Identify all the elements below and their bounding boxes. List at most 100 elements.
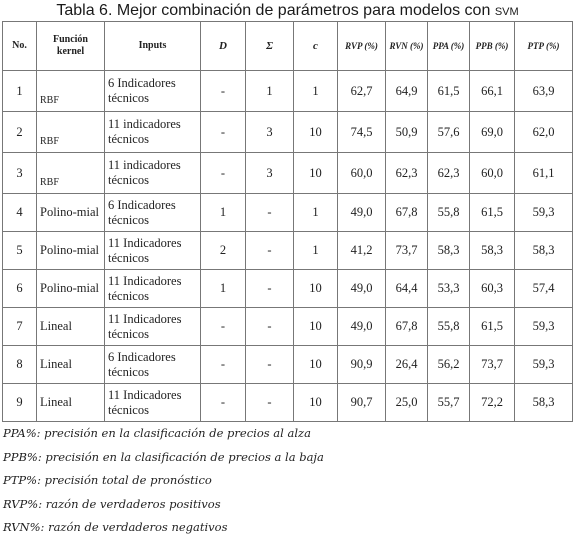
- cell-ptp: 57,4: [514, 269, 573, 308]
- cell-ppa: 55,7: [427, 383, 470, 422]
- cell-rvp: 49,0: [337, 193, 386, 232]
- cell-rvn: 26,4: [385, 345, 428, 384]
- definitions-list: PPA%: precisión en la clasificación de p…: [3, 423, 324, 541]
- cell-d: -: [200, 383, 246, 422]
- cell-rvn: 67,8: [385, 193, 428, 232]
- header-ppb: PPB (%): [469, 21, 515, 71]
- cell-c: 10: [293, 269, 338, 308]
- cell-sigma: -: [245, 231, 294, 270]
- cell-ptp: 63,9: [514, 70, 573, 112]
- header-rvn: RVN (%): [385, 21, 428, 71]
- header-rvp: RVP (%): [337, 21, 386, 71]
- header-c: c: [293, 21, 338, 71]
- cell-no: 6: [2, 269, 37, 308]
- cell-ppa: 56,2: [427, 345, 470, 384]
- cell-ppa: 61,5: [427, 70, 470, 112]
- cell-rvp: 90,9: [337, 345, 386, 384]
- cell-no: 2: [2, 111, 37, 153]
- cell-d: -: [200, 307, 246, 346]
- cell-kernel: Lineal: [36, 383, 105, 422]
- cell-inputs: 11 Indicadores técnicos: [104, 307, 201, 346]
- cell-no: 5: [2, 231, 37, 270]
- header-ptp: PTP (%): [514, 21, 573, 71]
- cell-ppb: 61,5: [469, 307, 515, 346]
- cell-rvp: 49,0: [337, 307, 386, 346]
- cell-ppa: 53,3: [427, 269, 470, 308]
- table-row: 6 Polino-mial 11 Indicadores técnicos 1-10 4…: [2, 269, 573, 308]
- table-row: 3 RBF 11 indicadores técnicos -3 10 60,0 62,3 6…: [2, 152, 573, 194]
- definition-ppb: PPB%: precisión en la clasificación de p…: [3, 449, 324, 464]
- cell-ppb: 61,5: [469, 193, 515, 232]
- cell-inputs: 11 Indicadores técnicos: [104, 383, 201, 422]
- cell-rvn: 67,8: [385, 307, 428, 346]
- cell-no: 7: [2, 307, 37, 346]
- cell-kernel: Lineal: [36, 345, 105, 384]
- cell-ppa: 55,8: [427, 193, 470, 232]
- definition-ptp: PTP%: precisión total de pronóstico: [3, 473, 212, 487]
- cell-sigma: 3: [245, 111, 294, 153]
- table-row: 1 RBF 6 Indicadores técnicos -1 1 62,7 64,9 61,…: [2, 70, 573, 112]
- cell-kernel: Polino-mial: [36, 231, 105, 270]
- cell-no: 4: [2, 193, 37, 232]
- table-caption: Tabla 6. Mejor combinación de parámetros…: [0, 2, 575, 20]
- cell-ptp: 58,3: [514, 231, 573, 270]
- definition-rvp: RVP%: razón de verdaderos positivos: [3, 496, 221, 511]
- cell-rvn: 50,9: [385, 111, 428, 153]
- table-row: 8 Lineal 6 Indicadores técnicos - -10 90,9 26,…: [2, 345, 573, 384]
- cell-ptp: 58,3: [514, 383, 573, 422]
- cell-sigma: -: [245, 345, 294, 384]
- cell-kernel: Polino-mial: [36, 269, 105, 308]
- table-row: 7 Lineal 11 Indicadores técnicos - -10 49,0 67…: [2, 307, 573, 346]
- cell-ppa: 62,3: [427, 152, 470, 194]
- cell-ppb: 58,3: [469, 231, 515, 270]
- caption-text: Tabla 6. Mejor combinación de parámetros…: [56, 2, 491, 19]
- cell-d: 1: [200, 269, 246, 308]
- cell-ptp: 62,0: [514, 111, 573, 153]
- cell-ptp: 59,3: [514, 345, 573, 384]
- table-row: 4 Polino-mial 6 Indicadores técnicos 1-1 49,…: [2, 193, 573, 232]
- cell-ptp: 61,1: [514, 152, 573, 194]
- cell-sigma: 3: [245, 152, 294, 194]
- cell-inputs: 11 indicadores técnicos: [104, 152, 201, 194]
- definition-rvn: RVN%: razón de verdaderos negativos: [3, 520, 228, 534]
- cell-ppa: 57,6: [427, 111, 470, 153]
- header-no: No.: [2, 21, 37, 71]
- cell-inputs: 11 Indicadores técnicos: [104, 269, 201, 308]
- cell-c: 10: [293, 152, 338, 194]
- cell-rvn: 25,0: [385, 383, 428, 422]
- cell-c: 10: [293, 307, 338, 346]
- cell-sigma: 1: [245, 70, 294, 112]
- cell-inputs: 6 Indicadores técnicos: [104, 70, 201, 112]
- cell-c: 1: [293, 70, 338, 112]
- cell-rvn: 64,9: [385, 70, 428, 112]
- cell-rvp: 49,0: [337, 269, 386, 308]
- cell-ptp: 59,3: [514, 193, 573, 232]
- cell-no: 9: [2, 383, 37, 422]
- cell-ppb: 60,3: [469, 269, 515, 308]
- cell-rvp: 41,2: [337, 231, 386, 270]
- cell-kernel: RBF: [36, 152, 105, 194]
- header-ppa: PPA (%): [427, 21, 470, 71]
- cell-rvn: 62,3: [385, 152, 428, 194]
- cell-ppb: 66,1: [469, 70, 515, 112]
- cell-rvn: 73,7: [385, 231, 428, 270]
- cell-c: 10: [293, 345, 338, 384]
- cell-d: 2: [200, 231, 246, 270]
- cell-c: 10: [293, 111, 338, 153]
- cell-kernel: Polino-mial: [36, 193, 105, 232]
- cell-sigma: -: [245, 193, 294, 232]
- cell-d: -: [200, 152, 246, 194]
- cell-d: -: [200, 345, 246, 384]
- cell-d: 1: [200, 193, 246, 232]
- cell-sigma: -: [245, 383, 294, 422]
- header-sigma: Σ: [245, 21, 294, 71]
- cell-d: -: [200, 111, 246, 153]
- cell-ppb: 72,2: [469, 383, 515, 422]
- cell-no: 3: [2, 152, 37, 194]
- cell-sigma: -: [245, 307, 294, 346]
- definition-ppa: PPA%: precisión en la clasificación de p…: [3, 426, 311, 440]
- table-row: 2 RBF 11 indicadores técnicos -3 10 74,5 50,9 5…: [2, 111, 573, 153]
- cell-inputs: 6 Indicadores técnicos: [104, 193, 201, 232]
- cell-c: 10: [293, 383, 338, 422]
- cell-kernel: Lineal: [36, 307, 105, 346]
